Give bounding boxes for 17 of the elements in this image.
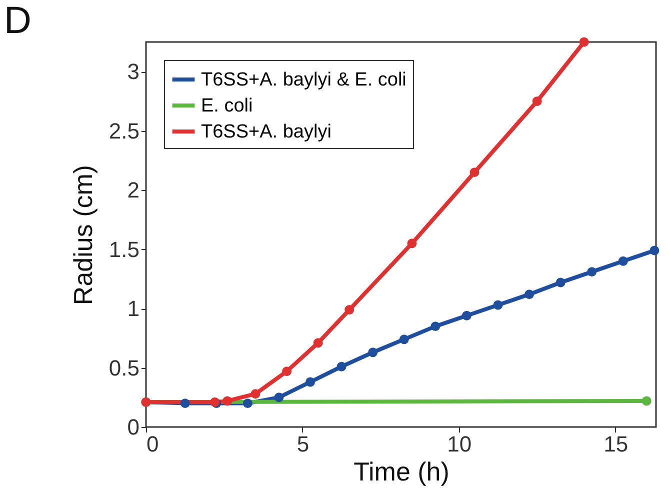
x-tick-label: 15 [604,432,628,456]
y-axis-title: Radius (cm) [68,164,98,306]
y-tick-label: 1.5 [108,236,140,262]
y-tick-label: 3 [127,59,140,84]
y-tick-label: 0.5 [108,355,140,380]
legend-label: T6SS+A. baylyi [201,122,332,142]
text: D [4,0,32,43]
y-tick-label: 1 [127,296,140,322]
y-tick-label: 2 [127,178,140,203]
legend-label: T6SS+A. baylyi & E. coli [201,70,406,90]
legend-label: E. coli [201,96,253,116]
x-axis-title: Time (h) [354,456,450,486]
x-tick-label: 0 [146,432,159,456]
x-tick-label: 10 [447,432,472,456]
x-tick-label: 5 [296,432,310,456]
y-tick-label: 2.5 [108,118,140,144]
y-tick-label: 0 [127,414,140,440]
